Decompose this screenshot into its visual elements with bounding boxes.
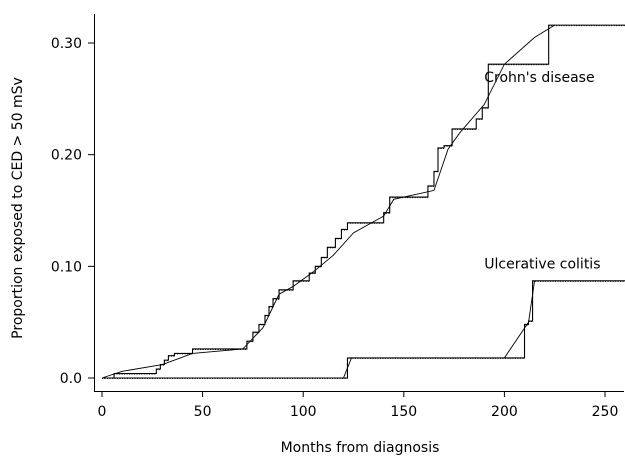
x-tick-label: 50 xyxy=(194,404,212,420)
series-censor-dots xyxy=(102,280,625,379)
series-label: Crohn's disease xyxy=(484,70,594,86)
y-tick-label: 0.20 xyxy=(51,148,82,164)
y-tick-label: 0.30 xyxy=(51,36,82,52)
y-axis-ticks: 0.0 0.10 0.20 0.30 xyxy=(51,36,94,387)
series-label: Ulcerative colitis xyxy=(484,257,600,273)
x-tick-label: 250 xyxy=(592,404,619,420)
series-smooth-line xyxy=(101,24,555,379)
series-layer xyxy=(101,24,625,379)
series-step-line xyxy=(102,280,625,379)
x-tick-label: 100 xyxy=(290,404,317,420)
plot-area: 0.0 0.10 0.20 0.30 0 50 100 150 200 250 Crohn's … xyxy=(51,14,625,420)
series-smooth-line xyxy=(102,280,536,379)
x-tick-label: 150 xyxy=(390,404,417,420)
x-axis-title: Months from diagnosis xyxy=(281,440,440,456)
x-tick-label: 0 xyxy=(98,404,107,420)
y-tick-label: 0.0 xyxy=(60,371,82,387)
y-axis-title: Proportion exposed to CED > 50 mSv xyxy=(10,77,26,339)
x-axis-ticks: 0 50 100 150 200 250 xyxy=(98,391,619,420)
x-tick-label: 200 xyxy=(491,404,518,420)
series-labels: Crohn's disease Ulcerative colitis xyxy=(484,70,600,272)
series-censor-dots xyxy=(102,25,625,379)
y-tick-label: 0.10 xyxy=(51,259,82,275)
